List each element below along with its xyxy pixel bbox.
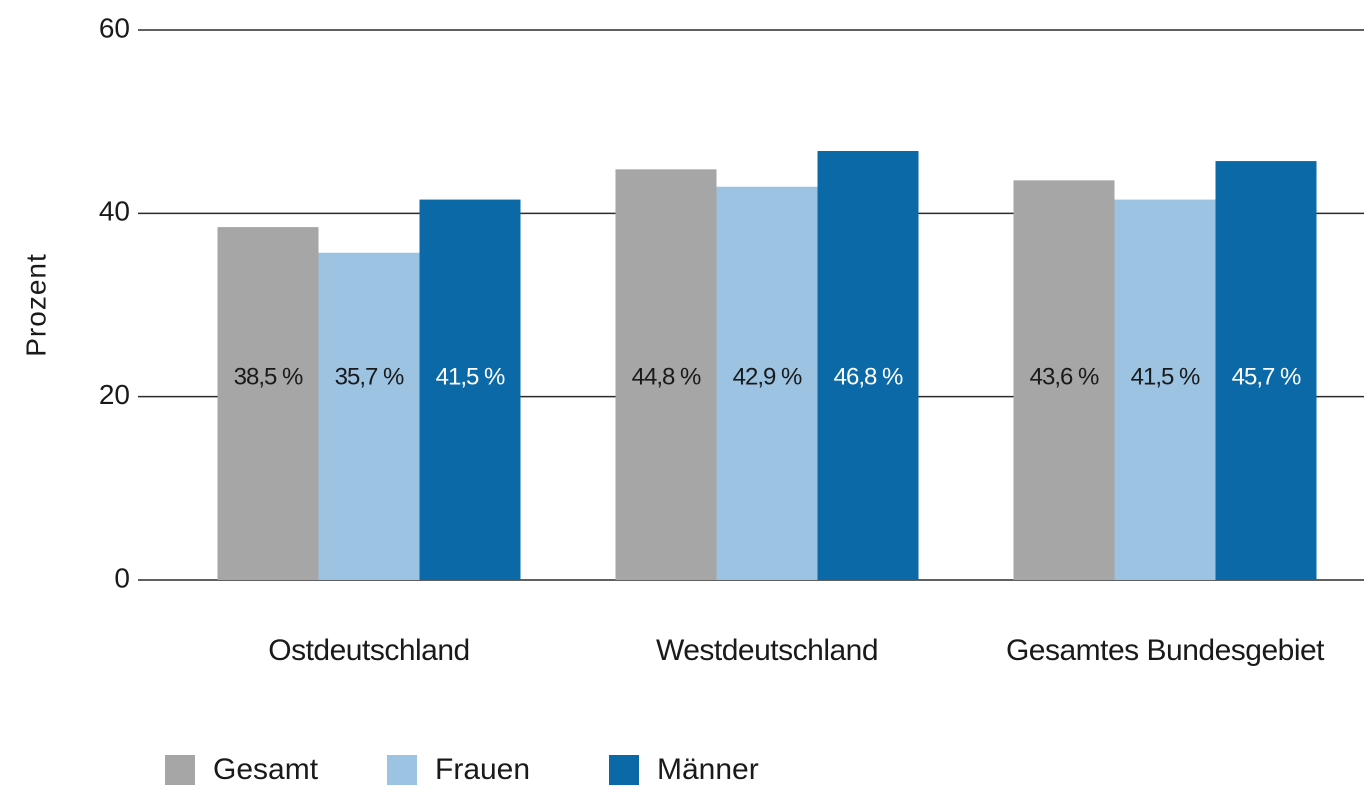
y-tick-label: 60 [99, 12, 130, 43]
value-label: 42,9 % [733, 363, 802, 390]
legend-label: Frauen [435, 753, 530, 786]
bar [1215, 161, 1317, 581]
value-label: 41,5 % [436, 363, 505, 390]
bar [615, 169, 717, 581]
legend-swatch [165, 755, 195, 785]
bar [217, 227, 319, 581]
x-tick-label: Ostdeutschland [268, 634, 469, 667]
y-axis-label: Prozent [20, 253, 51, 357]
value-label: 41,5 % [1131, 363, 1200, 390]
value-label: 45,7 % [1232, 363, 1301, 390]
legend-label: Männer [657, 753, 759, 786]
bar [419, 199, 521, 581]
value-label: 44,8 % [632, 363, 701, 390]
value-label: 38,5 % [234, 363, 303, 390]
value-label: 46,8 % [834, 363, 903, 390]
bar [1114, 199, 1216, 581]
x-tick-label: Gesamtes Bundesgebiet [1006, 634, 1325, 667]
bar [1013, 180, 1115, 581]
legend-swatch [609, 755, 639, 785]
value-label: 43,6 % [1030, 363, 1099, 390]
y-tick-label: 40 [99, 196, 130, 227]
y-tick-label: 20 [99, 379, 130, 410]
value-label: 35,7 % [335, 363, 404, 390]
y-tick-label: 0 [114, 562, 130, 593]
bar [716, 186, 818, 580]
bar [318, 252, 420, 580]
legend-swatch [387, 755, 417, 785]
bar [817, 151, 919, 580]
legend-label: Gesamt [213, 753, 319, 786]
x-tick-label: Westdeutschland [656, 634, 878, 667]
